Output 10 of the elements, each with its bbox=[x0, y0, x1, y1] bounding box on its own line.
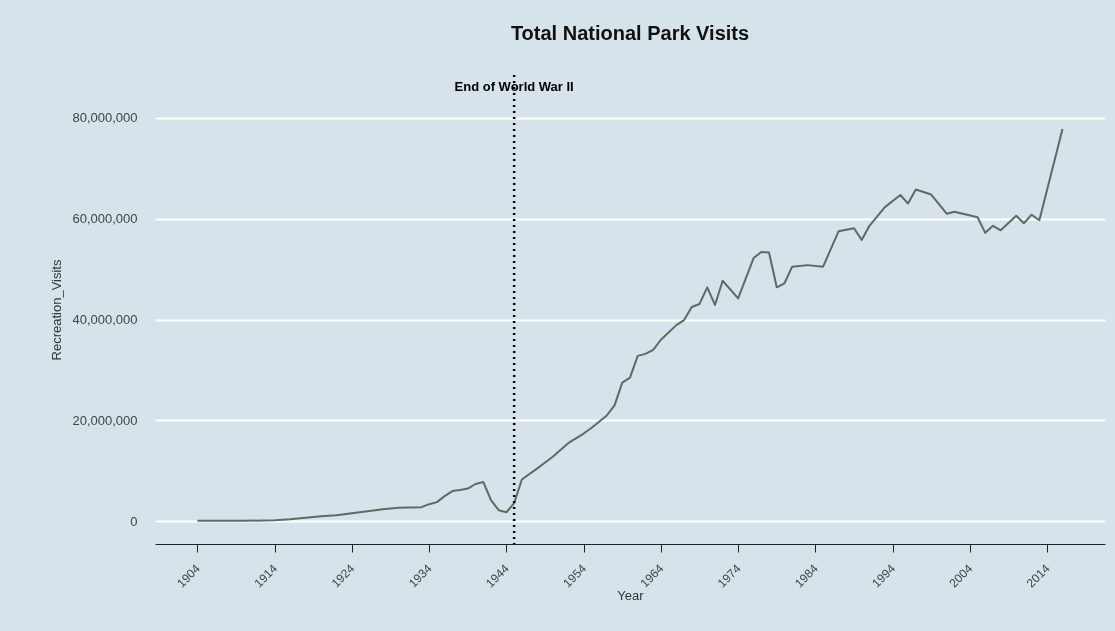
y-tick-label: 40,000,000 bbox=[72, 312, 138, 328]
chart-title: Total National Park Visits bbox=[510, 21, 750, 44]
x-axis-title: Year bbox=[617, 587, 645, 603]
y-tick-label: 60,000,000 bbox=[72, 211, 138, 227]
y-tick-label: 20,000,000 bbox=[72, 412, 138, 428]
y-tick-label: 0 bbox=[130, 513, 138, 529]
y-tick-label: 80,000,000 bbox=[72, 110, 138, 126]
y-axis-title: Recreation_Visits bbox=[49, 259, 65, 361]
ref-line-label: End of World War II bbox=[454, 79, 574, 94]
line-series bbox=[196, 127, 1064, 522]
